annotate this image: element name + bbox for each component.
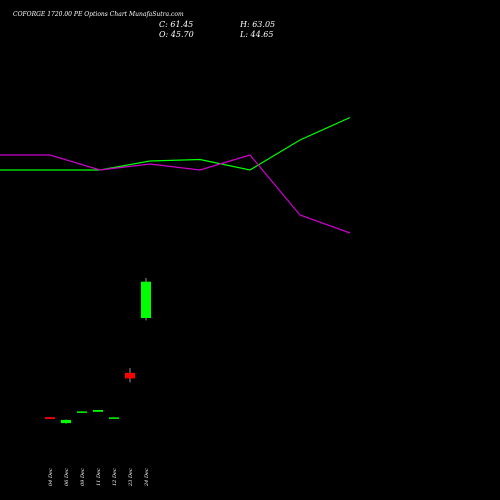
x-tick-label: 12 Dec: [112, 468, 118, 486]
low-value: L: 44.65: [239, 30, 273, 39]
candle-body: [45, 417, 55, 419]
x-tick-label: 24 Dec: [144, 468, 150, 487]
candles: [45, 278, 151, 424]
candle-body: [93, 410, 103, 412]
x-tick-label: 04 Dec: [48, 468, 54, 486]
close-value: C: 61.45: [159, 20, 193, 29]
x-axis-ticks: 04 Dec 06 Dec 09 Dec 11 Dec 12 Dec 23 Dec 24 D…: [48, 468, 150, 487]
chart-title: COFORGE 1720.00 PE Options Chart MunafaS…: [13, 11, 184, 18]
x-tick-label: 11 Dec: [96, 468, 102, 486]
candle-body: [141, 281, 151, 318]
candle-body: [77, 411, 87, 413]
indicator-line-green: [0, 116, 351, 171]
x-tick-label: 09 Dec: [80, 468, 86, 486]
x-tick-label: 06 Dec: [64, 468, 70, 486]
x-tick-label: 23 Dec: [128, 468, 134, 487]
open-value: O: 45.70: [159, 30, 194, 39]
indicator-line-magenta: [0, 154, 351, 234]
candle-body: [125, 372, 135, 379]
candle-body: [61, 419, 71, 424]
candle-body: [109, 417, 119, 419]
indicator-lines: [0, 116, 351, 234]
high-value: H: 63.05: [239, 20, 275, 29]
